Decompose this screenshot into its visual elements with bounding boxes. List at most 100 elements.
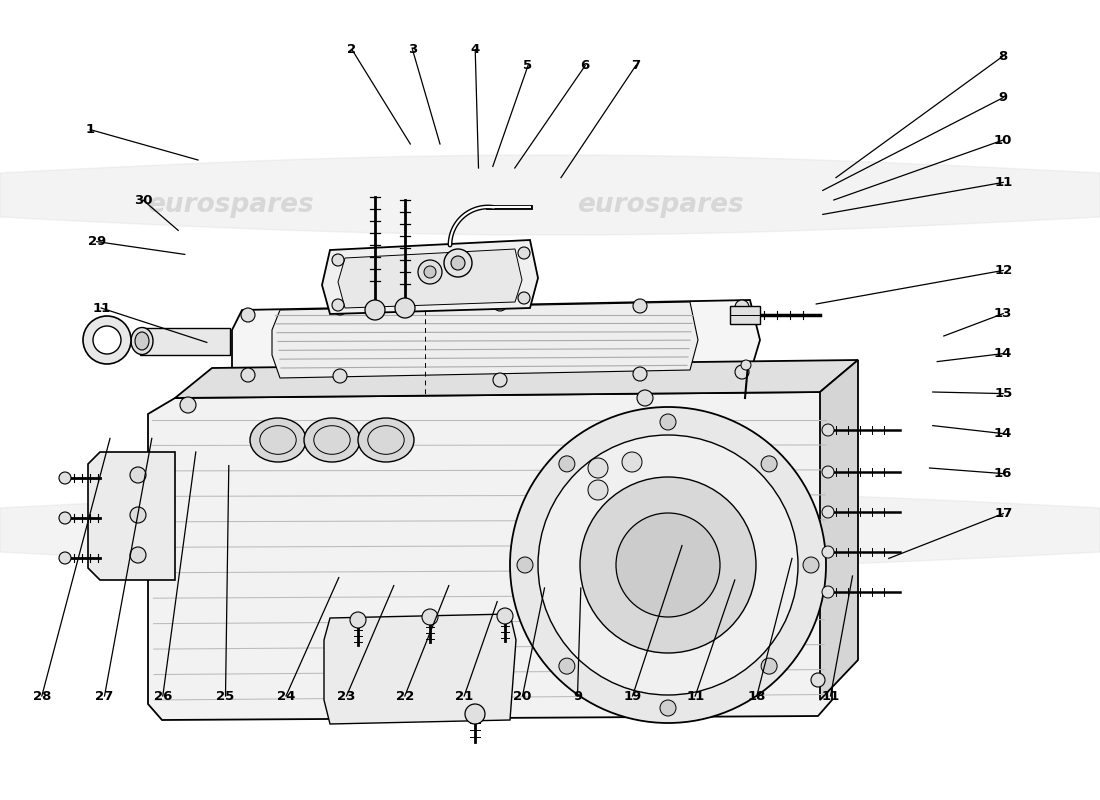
Circle shape (518, 292, 530, 304)
Circle shape (559, 456, 575, 472)
Circle shape (741, 360, 751, 370)
Circle shape (822, 546, 834, 558)
Polygon shape (324, 614, 516, 724)
Text: 30: 30 (134, 194, 152, 206)
Circle shape (332, 299, 344, 311)
Circle shape (588, 480, 608, 500)
Text: 15: 15 (994, 387, 1012, 400)
Polygon shape (820, 360, 858, 700)
Circle shape (130, 547, 146, 563)
Circle shape (130, 467, 146, 483)
Circle shape (632, 367, 647, 381)
Circle shape (518, 247, 530, 259)
Circle shape (616, 513, 721, 617)
Circle shape (660, 414, 676, 430)
Ellipse shape (358, 418, 414, 462)
Text: 20: 20 (514, 690, 531, 702)
Text: 9: 9 (573, 690, 582, 702)
Text: eurospares: eurospares (146, 192, 314, 218)
Circle shape (59, 512, 72, 524)
Polygon shape (338, 249, 522, 308)
Circle shape (333, 369, 346, 383)
Text: eurospares: eurospares (576, 192, 744, 218)
Circle shape (424, 266, 436, 278)
Circle shape (510, 407, 826, 723)
Circle shape (538, 435, 798, 695)
Text: 6: 6 (581, 59, 590, 72)
Circle shape (497, 608, 513, 624)
Text: 26: 26 (154, 690, 172, 702)
Circle shape (130, 507, 146, 523)
Text: 14: 14 (994, 347, 1012, 360)
Text: eurospares: eurospares (576, 529, 744, 555)
Polygon shape (232, 300, 760, 388)
Circle shape (660, 700, 676, 716)
Ellipse shape (131, 327, 153, 354)
Text: 17: 17 (994, 507, 1012, 520)
Text: 19: 19 (624, 690, 641, 702)
Text: 11: 11 (92, 302, 110, 314)
Circle shape (580, 477, 756, 653)
Polygon shape (140, 328, 230, 355)
Circle shape (350, 612, 366, 628)
Circle shape (241, 308, 255, 322)
Text: 11: 11 (994, 176, 1012, 189)
Ellipse shape (304, 418, 360, 462)
Circle shape (632, 299, 647, 313)
Circle shape (241, 368, 255, 382)
Circle shape (822, 586, 834, 598)
Circle shape (332, 254, 344, 266)
Text: 7: 7 (631, 59, 640, 72)
Text: 27: 27 (96, 690, 113, 702)
Circle shape (422, 609, 438, 625)
Ellipse shape (250, 418, 306, 462)
Text: 12: 12 (994, 264, 1012, 277)
Circle shape (395, 298, 415, 318)
Text: 11: 11 (822, 690, 839, 702)
Text: 21: 21 (455, 690, 473, 702)
Text: 5: 5 (524, 59, 532, 72)
Bar (730, 306, 760, 324)
Text: 10: 10 (994, 134, 1012, 146)
Text: 23: 23 (338, 690, 355, 702)
Polygon shape (272, 302, 698, 378)
Text: 1: 1 (86, 123, 95, 136)
Text: 14: 14 (994, 427, 1012, 440)
Circle shape (588, 458, 608, 478)
Circle shape (180, 397, 196, 413)
Circle shape (637, 390, 653, 406)
Circle shape (333, 301, 346, 315)
Text: 4: 4 (471, 43, 480, 56)
Text: 9: 9 (999, 91, 1008, 104)
Polygon shape (88, 452, 175, 580)
Text: 22: 22 (396, 690, 414, 702)
Text: 3: 3 (408, 43, 417, 56)
Circle shape (465, 704, 485, 724)
Text: 24: 24 (277, 690, 295, 702)
Circle shape (822, 506, 834, 518)
Circle shape (451, 256, 465, 270)
Circle shape (803, 557, 820, 573)
Circle shape (822, 424, 834, 436)
Text: 11: 11 (686, 690, 704, 702)
Text: 8: 8 (999, 50, 1008, 62)
Circle shape (735, 365, 749, 379)
Circle shape (517, 557, 534, 573)
Text: 16: 16 (994, 467, 1012, 480)
Polygon shape (322, 240, 538, 314)
Text: 18: 18 (748, 690, 766, 702)
Text: 29: 29 (88, 235, 106, 248)
Circle shape (559, 658, 575, 674)
Circle shape (59, 472, 72, 484)
Text: 28: 28 (33, 690, 51, 702)
Text: 13: 13 (994, 307, 1012, 320)
Ellipse shape (135, 332, 149, 350)
Polygon shape (148, 392, 832, 720)
Circle shape (82, 316, 131, 364)
Circle shape (493, 373, 507, 387)
Circle shape (761, 658, 777, 674)
Circle shape (444, 249, 472, 277)
Circle shape (59, 552, 72, 564)
Circle shape (822, 466, 834, 478)
Circle shape (365, 300, 385, 320)
